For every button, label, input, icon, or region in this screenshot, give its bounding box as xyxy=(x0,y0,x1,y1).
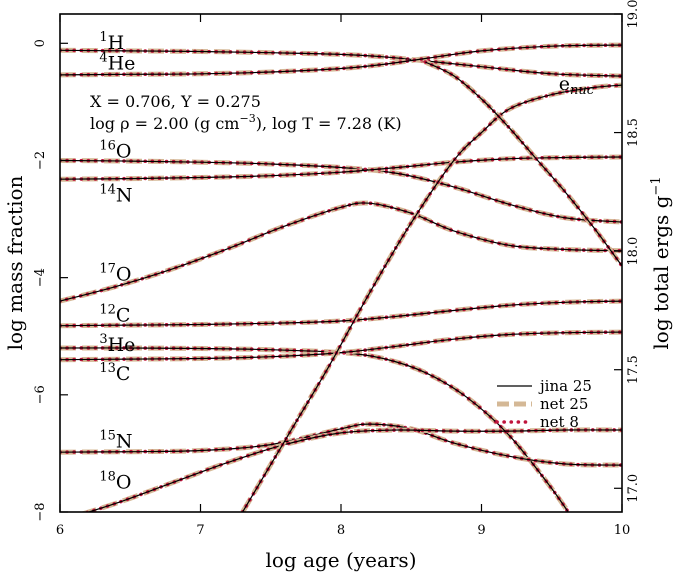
y-tick-label--4: −4 xyxy=(33,268,48,287)
label-mass: 14 xyxy=(99,182,116,197)
label-3He: 3He xyxy=(99,332,135,356)
series-12C-jina25 xyxy=(60,300,622,327)
series-15N xyxy=(60,421,622,468)
series-12C-net8 xyxy=(60,299,622,328)
y-right-tick-label-18: 18.0 xyxy=(626,237,641,266)
series-4He xyxy=(60,42,622,78)
series-1H xyxy=(60,47,622,79)
label-18O: 18O xyxy=(99,470,131,494)
series-4He-depletion xyxy=(423,59,622,268)
series-12C-net25 xyxy=(60,298,622,329)
label-mass: 15 xyxy=(99,429,116,444)
x-tick-label-8: 8 xyxy=(337,523,345,538)
x-axis-label: log age (years) xyxy=(265,548,416,572)
label-mass: 13 xyxy=(99,361,116,376)
annotation-conditions: log ρ = 2.00 (g cm−3), log T = 7.28 (K) xyxy=(90,112,402,133)
y-tick-label--2: −2 xyxy=(33,151,48,170)
annotation-block: X = 0.706, Y = 0.275 log ρ = 2.00 (g cm−… xyxy=(90,92,402,133)
y-axis-right-label-exp: −1 xyxy=(649,176,664,195)
label-element: H xyxy=(108,32,125,54)
annotation-conditions-exp: −3 xyxy=(239,112,255,125)
series-18O-jina25 xyxy=(86,429,622,512)
y-axis-label: log mass fraction xyxy=(3,175,27,350)
series-enuc-jina25 xyxy=(242,84,622,512)
y-tick-label-0: 0 xyxy=(33,39,48,47)
label-element: C xyxy=(116,305,131,327)
series-4He-jina25 xyxy=(60,44,622,76)
label-element: C xyxy=(116,363,131,385)
y-tick-label--8: −8 xyxy=(33,502,48,521)
label-mass: 4 xyxy=(99,51,107,66)
y-axis-right-label-main: log total ergs g xyxy=(649,195,673,349)
series-17O-net8 xyxy=(60,201,622,303)
label-element: e xyxy=(559,73,570,95)
label-mass: 3 xyxy=(99,332,107,347)
series-16O xyxy=(60,158,622,225)
curves-layer xyxy=(60,42,622,512)
annotation-conditions-b: ), log T = 7.28 (K) xyxy=(256,114,402,133)
series-1H-jina25 xyxy=(60,49,622,77)
annotation-conditions-a: log ρ = 2.00 (g cm xyxy=(90,114,239,133)
series-enuc xyxy=(240,82,622,512)
x-tick-label-10: 10 xyxy=(614,523,631,538)
annotation-composition: X = 0.706, Y = 0.275 xyxy=(90,92,261,111)
legend-label-solid: jina 25 xyxy=(538,377,592,395)
series-3He xyxy=(60,345,572,512)
series-17O-jina25 xyxy=(60,202,622,302)
label-sub: nuc xyxy=(570,83,595,98)
label-1H: 1H xyxy=(99,30,124,54)
label-element: He xyxy=(108,334,136,356)
series-4He-depletion-jina25 xyxy=(425,61,622,267)
series-enuc-net25 xyxy=(240,82,622,512)
series-17O-net25 xyxy=(60,200,622,304)
y-tick-label--6: −6 xyxy=(33,385,48,404)
label-16O: 16O xyxy=(99,139,131,163)
label-14N: 14N xyxy=(99,182,132,206)
label-mass: 18 xyxy=(99,470,116,485)
label-element: N xyxy=(116,431,133,453)
label-13C: 13C xyxy=(99,361,130,385)
label-element: He xyxy=(108,53,136,75)
series-3He-jina25 xyxy=(60,347,569,512)
label-mass: 12 xyxy=(99,303,116,318)
label-mass: 1 xyxy=(99,30,107,45)
series-enuc-net8 xyxy=(240,83,622,512)
ticks-layer: 6 7 8 9 10 0 −2 −4 −6 −8 17.0 17.5 18.0 18.5 19.0 xyxy=(33,0,641,538)
legend-label-dotted: net 8 xyxy=(540,413,579,431)
x-tick-label-7: 7 xyxy=(196,523,204,538)
y-right-tick-label-17.5: 17.5 xyxy=(626,355,641,384)
series-17O xyxy=(60,200,622,304)
label-mass: 16 xyxy=(99,139,116,154)
series-18O xyxy=(80,427,622,512)
label-15N: 15N xyxy=(99,429,132,453)
x-tick-label-6: 6 xyxy=(56,523,64,538)
y-right-tick-label-19: 19.0 xyxy=(626,0,641,28)
label-17O: 17O xyxy=(99,262,131,286)
label-element: O xyxy=(116,264,132,286)
series-15N-jina25 xyxy=(60,423,622,466)
label-element: O xyxy=(116,472,132,494)
y-axis-right-label: log total ergs g−1 xyxy=(649,176,673,349)
label-enuc: enuc xyxy=(559,73,595,98)
label-element: O xyxy=(116,141,132,163)
y-right-tick-label-18.5: 18.5 xyxy=(626,118,641,147)
label-4He: 4He xyxy=(99,51,135,75)
legend-label-dashed: net 25 xyxy=(540,395,588,413)
series-13C-jina25 xyxy=(60,331,622,361)
series-12C xyxy=(60,298,622,329)
series-13C xyxy=(60,329,622,363)
plot-frame xyxy=(59,13,623,513)
series-16O-net8 xyxy=(60,158,622,224)
label-12C: 12C xyxy=(99,303,130,327)
label-element: N xyxy=(116,184,133,206)
y-right-tick-label-17: 17.0 xyxy=(626,474,641,503)
label-mass: 17 xyxy=(99,262,116,277)
x-tick-label-9: 9 xyxy=(477,523,485,538)
